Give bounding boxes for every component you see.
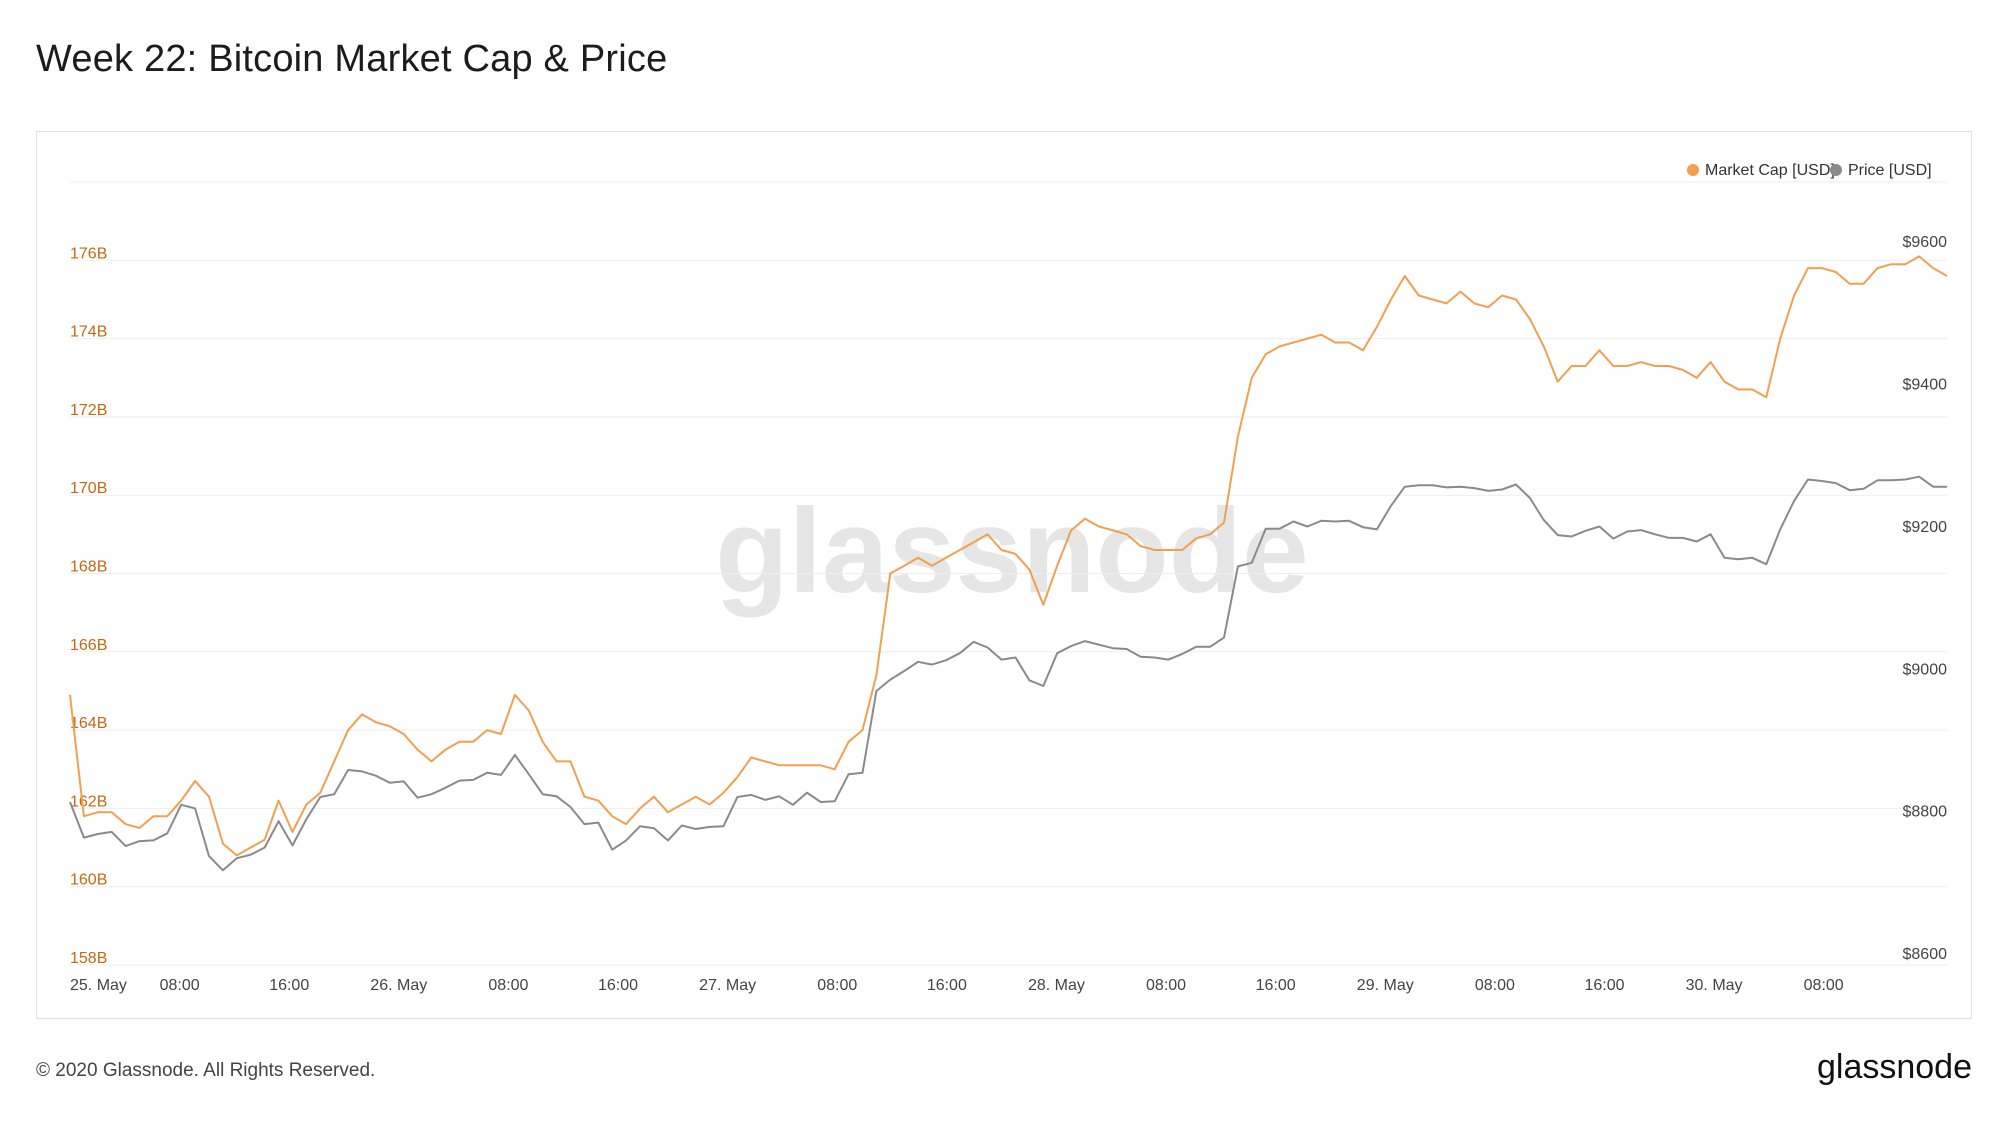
y-right-tick-label: $8600 <box>1903 946 1948 963</box>
y-right-tick-label: $9200 <box>1903 519 1948 536</box>
y-left-tick-label: 172B <box>70 402 107 419</box>
y-left-tick-label: 162B <box>70 793 107 810</box>
y-left-tick-label: 174B <box>70 324 107 341</box>
y-left-tick-label: 158B <box>70 950 107 967</box>
y-left-tick-label: 176B <box>70 245 107 262</box>
legend-marker-price <box>1830 164 1842 176</box>
y-left-tick-label: 166B <box>70 637 107 654</box>
x-tick-label: 26. May <box>370 977 427 994</box>
x-tick-label: 08:00 <box>1146 977 1186 994</box>
glassnode-logo[interactable]: glassnode <box>1816 1048 1972 1086</box>
x-tick-label: 08:00 <box>488 977 528 994</box>
x-tick-label: 16:00 <box>1584 977 1624 994</box>
price-series-line <box>69 475 1947 872</box>
x-tick-label: 25. May <box>70 977 127 994</box>
x-tick-label: 29. May <box>1357 977 1414 994</box>
y-right-tick-label: $9000 <box>1903 661 1948 678</box>
y-right-tick-label: $9400 <box>1903 377 1948 394</box>
watermark-text: glassnode <box>715 484 1309 618</box>
y-right-tick-label: $9600 <box>1903 234 1948 251</box>
chart-frame: glassnode 158B 160B 162B 164B 166B 168B 170B 172… <box>36 131 1972 1019</box>
page-title: Week 22: Bitcoin Market Cap & Price <box>36 38 668 80</box>
y-right-tick-label: $8800 <box>1903 804 1948 821</box>
chart-svg: glassnode 158B 160B 162B 164B 166B 168B 170B 172… <box>69 162 1948 994</box>
x-tick-label: 08:00 <box>160 977 200 994</box>
x-tick-label: 16:00 <box>269 977 309 994</box>
x-tick-label: 16:00 <box>927 977 967 994</box>
x-tick-label: 16:00 <box>1256 977 1296 994</box>
x-tick-label: 27. May <box>699 977 756 994</box>
x-tick-label: 30. May <box>1686 977 1743 994</box>
x-tick-label: 16:00 <box>598 977 638 994</box>
y-left-tick-label: 168B <box>70 559 107 576</box>
x-tick-label: 08:00 <box>817 977 857 994</box>
legend-label-market-cap[interactable]: Market Cap [USD] <box>1705 162 1835 179</box>
market-cap-series-line <box>69 255 1948 857</box>
legend-label-price[interactable]: Price [USD] <box>1848 162 1932 179</box>
y-left-tick-label: 164B <box>70 715 107 732</box>
y-left-tick-label: 170B <box>70 480 107 497</box>
x-tick-label: 28. May <box>1028 977 1085 994</box>
x-tick-label: 08:00 <box>1804 977 1844 994</box>
copyright-text: © 2020 Glassnode. All Rights Reserved. <box>36 1060 376 1081</box>
y-left-tick-label: 160B <box>70 872 107 889</box>
legend-marker-market-cap <box>1687 164 1699 176</box>
x-tick-label: 08:00 <box>1475 977 1515 994</box>
